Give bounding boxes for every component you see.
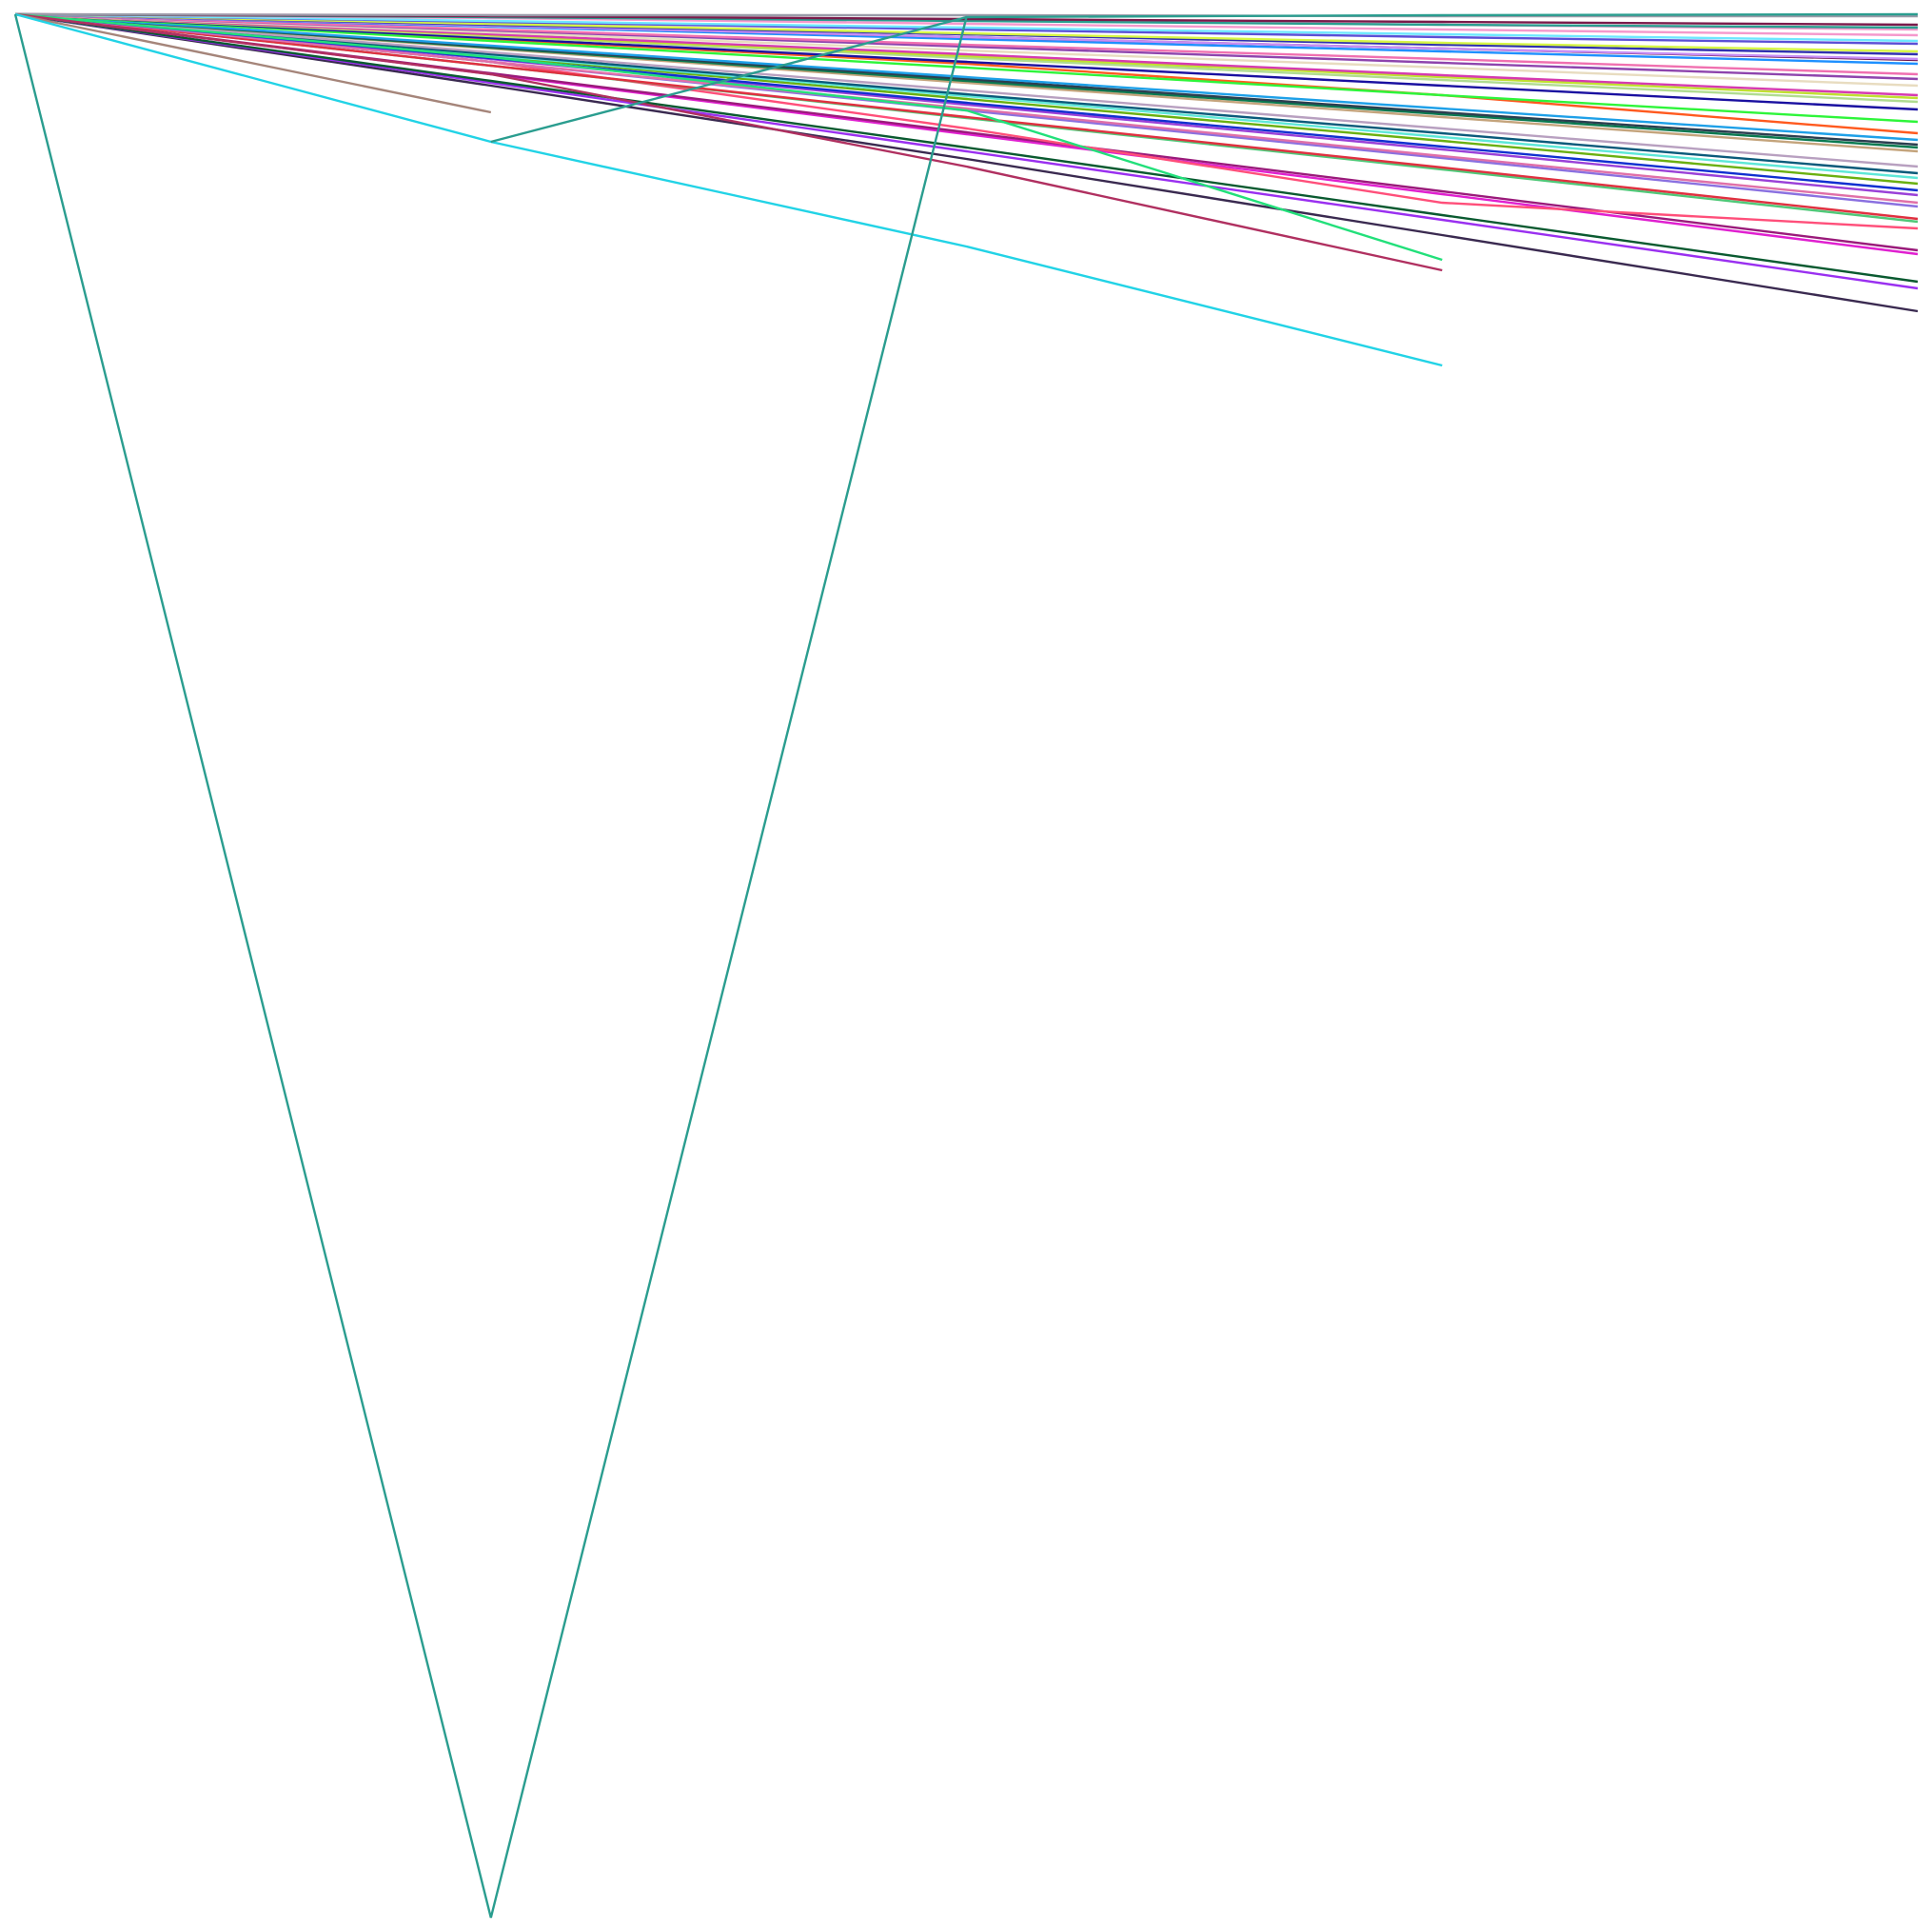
series-line-22 <box>14 12 1919 97</box>
series-line-38 <box>14 12 1919 205</box>
series-layer <box>13 12 1919 1919</box>
series-line-3 <box>14 12 1443 367</box>
series-line-2 <box>490 15 967 144</box>
series-line-14 <box>14 12 1919 53</box>
series-line-6 <box>14 12 1443 262</box>
series-line-28 <box>14 12 1919 142</box>
series-line-1 <box>13 12 1919 1919</box>
series-line-47 <box>14 12 1919 313</box>
series-line-32 <box>14 12 1919 168</box>
series-line-21 <box>14 12 1919 88</box>
series-line-12 <box>14 12 1919 43</box>
series-line-40 <box>14 12 1919 221</box>
series-line-33 <box>14 12 1919 175</box>
series-line-4 <box>14 12 492 114</box>
series-line-46 <box>14 12 1919 290</box>
series-line-5 <box>14 12 1443 272</box>
series-line-7 <box>14 12 1918 18</box>
series-line-19 <box>14 12 1919 76</box>
series-line-45 <box>14 12 1919 284</box>
series-line-26 <box>14 12 1919 124</box>
series-line-25 <box>14 12 1919 111</box>
